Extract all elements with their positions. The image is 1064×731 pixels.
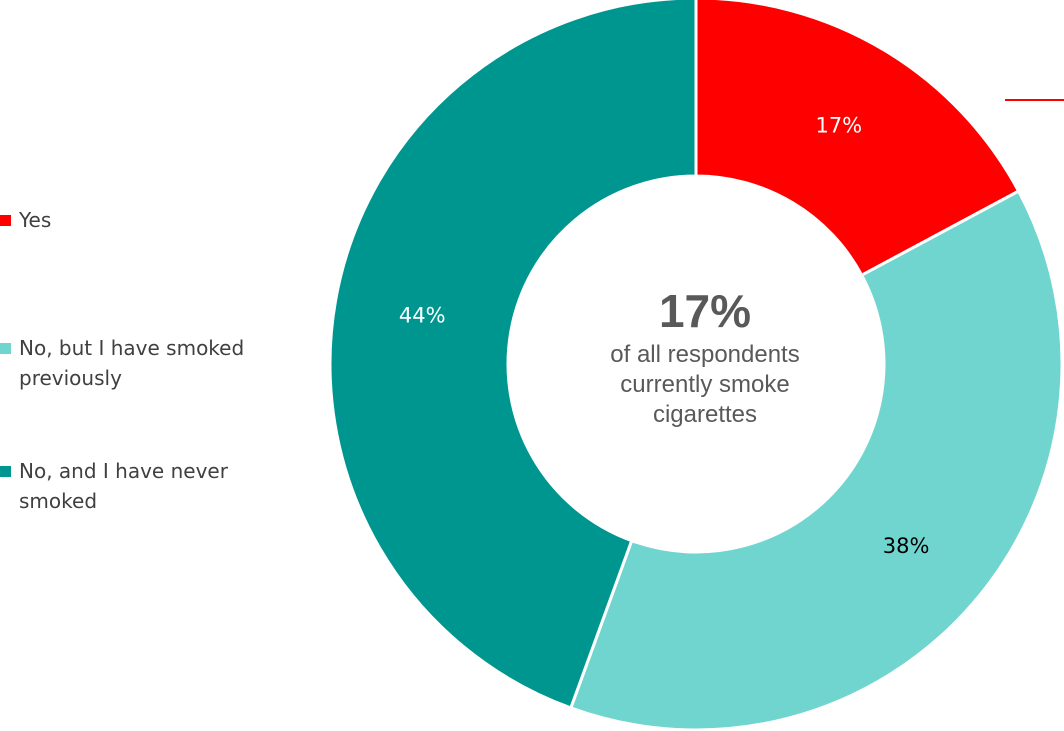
center-value: 17% [658,285,752,337]
legend-swatch-yes [0,215,11,226]
chart-legend: Yes No, but I have smoked previously No,… [0,0,320,731]
donut-slices [328,0,1064,731]
legend-swatch-never-smoked [0,466,11,477]
legend-item-former-smoker: No, but I have smoked previously [0,333,289,393]
legend-swatch-former-smoker [0,343,11,354]
legend-label-never-smoked: No, and I have never smoked [19,459,228,513]
legend-label-yes: Yes [19,208,52,232]
donut-center-annotation: 17% of all respondents currently smoke c… [540,282,870,430]
donut-slice-labels: 17% 38% 44% [399,113,930,558]
slice-yes-label: 17% [815,113,862,137]
slice-yes [694,0,1021,278]
legend-item-yes: Yes [0,205,299,235]
slice-former-smoker [568,189,1064,731]
slice-never-smoked [328,0,698,710]
slice-never-smoked-label: 44% [399,304,446,328]
center-caption: of all respondents currently smoke cigar… [610,341,800,428]
legend-label-former-smoker: No, but I have smoked previously [19,336,245,390]
legend-item-never-smoked: No, and I have never smoked [0,456,309,516]
slice-former-smoker-label: 38% [883,534,930,558]
